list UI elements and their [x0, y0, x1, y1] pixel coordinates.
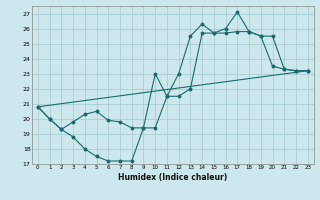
X-axis label: Humidex (Indice chaleur): Humidex (Indice chaleur)	[118, 173, 228, 182]
